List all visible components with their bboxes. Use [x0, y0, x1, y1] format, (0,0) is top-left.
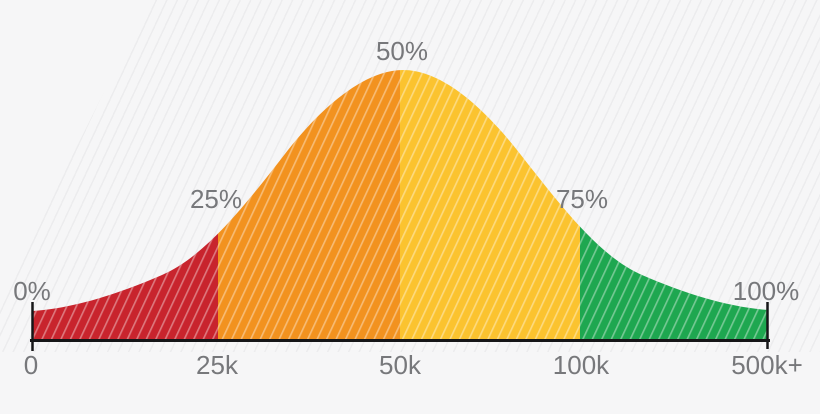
percentile-label-100: 100%	[733, 276, 800, 306]
x-tick-label-0: 0	[24, 350, 38, 380]
x-axis-tick-labels: 0 25k 50k 100k 500k+	[24, 350, 803, 380]
x-tick-label-500k: 500k+	[731, 350, 803, 380]
x-tick-label-25k: 25k	[196, 350, 239, 380]
percentile-label-75: 75%	[556, 184, 608, 214]
percentile-label-0: 0%	[13, 276, 51, 306]
x-tick-label-100k: 100k	[553, 350, 610, 380]
percentile-label-25: 25%	[190, 184, 242, 214]
x-tick-label-50k: 50k	[379, 350, 422, 380]
diagonal-hatch-overlay	[33, 70, 768, 340]
curve-segments	[33, 70, 768, 340]
percentile-labels: 0% 25% 50% 75% 100%	[13, 36, 799, 306]
percentile-label-50: 50%	[376, 36, 428, 66]
